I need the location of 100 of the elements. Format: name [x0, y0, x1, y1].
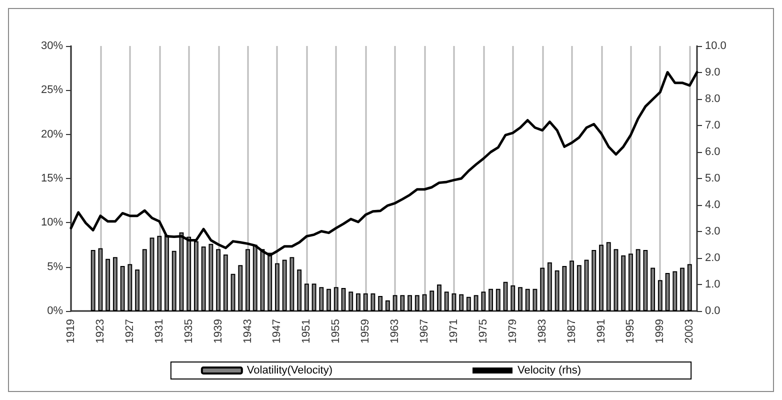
- bar: [363, 293, 368, 311]
- bar: [112, 257, 118, 311]
- bar: [510, 285, 516, 311]
- bar: [157, 236, 162, 311]
- y2-tick-label: 8.0: [705, 93, 720, 105]
- bar: [621, 255, 626, 311]
- y-tick-label: 10%: [40, 216, 64, 229]
- bar: [282, 260, 287, 311]
- x-tick-label: 1975: [477, 319, 490, 344]
- y2-tick-label: 1.0: [705, 278, 720, 290]
- bar: [98, 248, 103, 311]
- bar: [459, 294, 464, 311]
- x-tick-label: 2003: [684, 319, 696, 344]
- y-tick-label: 15%: [40, 172, 64, 184]
- bar: [392, 295, 398, 311]
- bar: [643, 250, 648, 311]
- bar: [636, 249, 640, 311]
- bar: [592, 250, 596, 311]
- bar: [142, 249, 147, 311]
- bar: [606, 242, 611, 311]
- bar: [658, 280, 662, 311]
- bar: [554, 270, 560, 311]
- y-tick-label: 5%: [47, 260, 64, 273]
- x-tick-label: 1971: [448, 319, 460, 344]
- bar: [348, 292, 354, 311]
- bar: [128, 264, 132, 311]
- x-tick-label: 1999: [654, 319, 666, 344]
- x-tick-label: 1923: [94, 319, 106, 344]
- bar: [422, 294, 427, 311]
- bar: [496, 288, 500, 311]
- x-tick-label: 1935: [182, 319, 195, 344]
- x-tick-label: 1927: [124, 319, 136, 344]
- bar: [444, 292, 449, 311]
- bar: [525, 288, 530, 311]
- bar: [341, 288, 346, 311]
- x-tick-label: 1955: [330, 319, 342, 344]
- bar: [474, 295, 478, 311]
- x-tick-label: 1931: [153, 319, 166, 344]
- bar: [687, 264, 692, 311]
- bar: [246, 249, 250, 311]
- bar: [334, 287, 338, 311]
- bar: [304, 284, 309, 311]
- bar: [599, 244, 604, 311]
- y-tick-label: 0%: [47, 305, 64, 317]
- bar: [230, 274, 236, 311]
- bar: [150, 238, 154, 311]
- x-tick-label: 1963: [389, 319, 402, 344]
- x-tick-label: 1991: [595, 319, 608, 344]
- bar: [385, 300, 390, 311]
- y2-tick-label: 6.0: [705, 146, 720, 158]
- y2-tick-label: 0.0: [705, 305, 720, 317]
- bar: [680, 268, 684, 311]
- y-tick-label: 25%: [40, 84, 64, 96]
- y2-tick-label: 9.0: [705, 66, 720, 78]
- bar: [518, 287, 522, 311]
- x-tick-label: 1979: [506, 319, 519, 344]
- x-tick-label: 1947: [271, 319, 284, 344]
- bar: [106, 258, 110, 311]
- y2-tick-label: 7.0: [705, 120, 720, 132]
- bar: [650, 268, 656, 311]
- bar: [576, 265, 582, 311]
- bar: [408, 295, 412, 311]
- legend-label: Velocity (rhs): [518, 364, 582, 376]
- bar: [238, 265, 243, 311]
- x-tick-label: 1983: [536, 319, 548, 344]
- bar: [319, 287, 324, 311]
- y2-tick-label: 10.0: [705, 40, 726, 52]
- bar: [481, 292, 486, 311]
- bar: [201, 246, 206, 311]
- bar: [290, 257, 294, 311]
- x-tick-label: 1951: [300, 319, 313, 344]
- bar: [562, 266, 567, 311]
- bar: [437, 284, 442, 311]
- y2-tick-label: 4.0: [705, 199, 720, 211]
- y-tick-label: 30%: [40, 40, 64, 52]
- bar: [90, 250, 96, 311]
- bar: [312, 284, 316, 311]
- x-tick-label: 1987: [566, 319, 578, 344]
- bar: [297, 269, 302, 311]
- x-tick-label: 1959: [360, 319, 372, 344]
- bar: [378, 296, 383, 311]
- bar: [400, 295, 405, 311]
- bar: [414, 295, 420, 311]
- bar: [430, 290, 434, 311]
- x-tick-label: 1939: [212, 319, 224, 344]
- bar: [223, 254, 228, 311]
- bar: [326, 288, 331, 311]
- bar: [356, 293, 360, 311]
- bar: [628, 254, 633, 311]
- y-tick-label: 20%: [40, 128, 64, 140]
- bar: [452, 293, 456, 311]
- legend-label: Volatility(Velocity): [246, 364, 333, 376]
- bar: [672, 271, 678, 311]
- bar: [370, 293, 376, 311]
- x-tick-label: 1943: [242, 319, 254, 344]
- bar: [547, 262, 552, 311]
- bar: [216, 249, 221, 311]
- bar: [584, 260, 589, 311]
- x-tick-label: 1967: [418, 319, 431, 344]
- y2-tick-label: 2.0: [705, 252, 720, 264]
